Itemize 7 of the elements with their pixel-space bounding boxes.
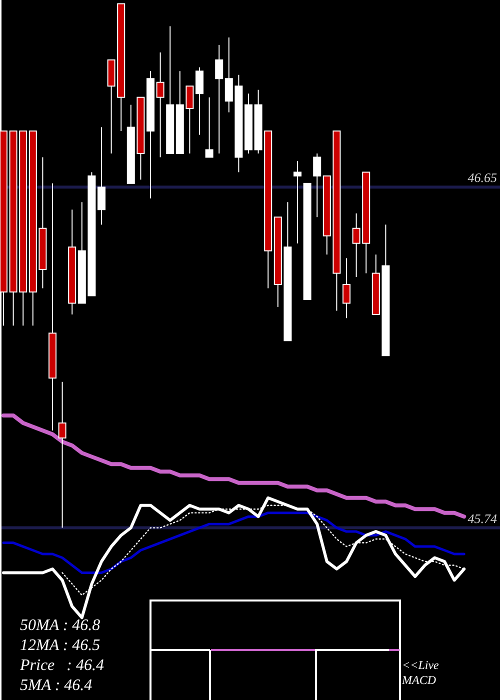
annotation: Price : 46.4 [19,657,104,674]
annotation: 50MA : 46.8 [20,617,100,634]
y-tick-label: 46.65 [468,170,498,186]
annotation: 12MA : 46.5 [20,637,100,654]
annotation: 5MA : 46.4 [20,677,92,694]
annotation: <<Live MACD [401,658,440,687]
y-tick-label: 45.74 [468,510,498,526]
